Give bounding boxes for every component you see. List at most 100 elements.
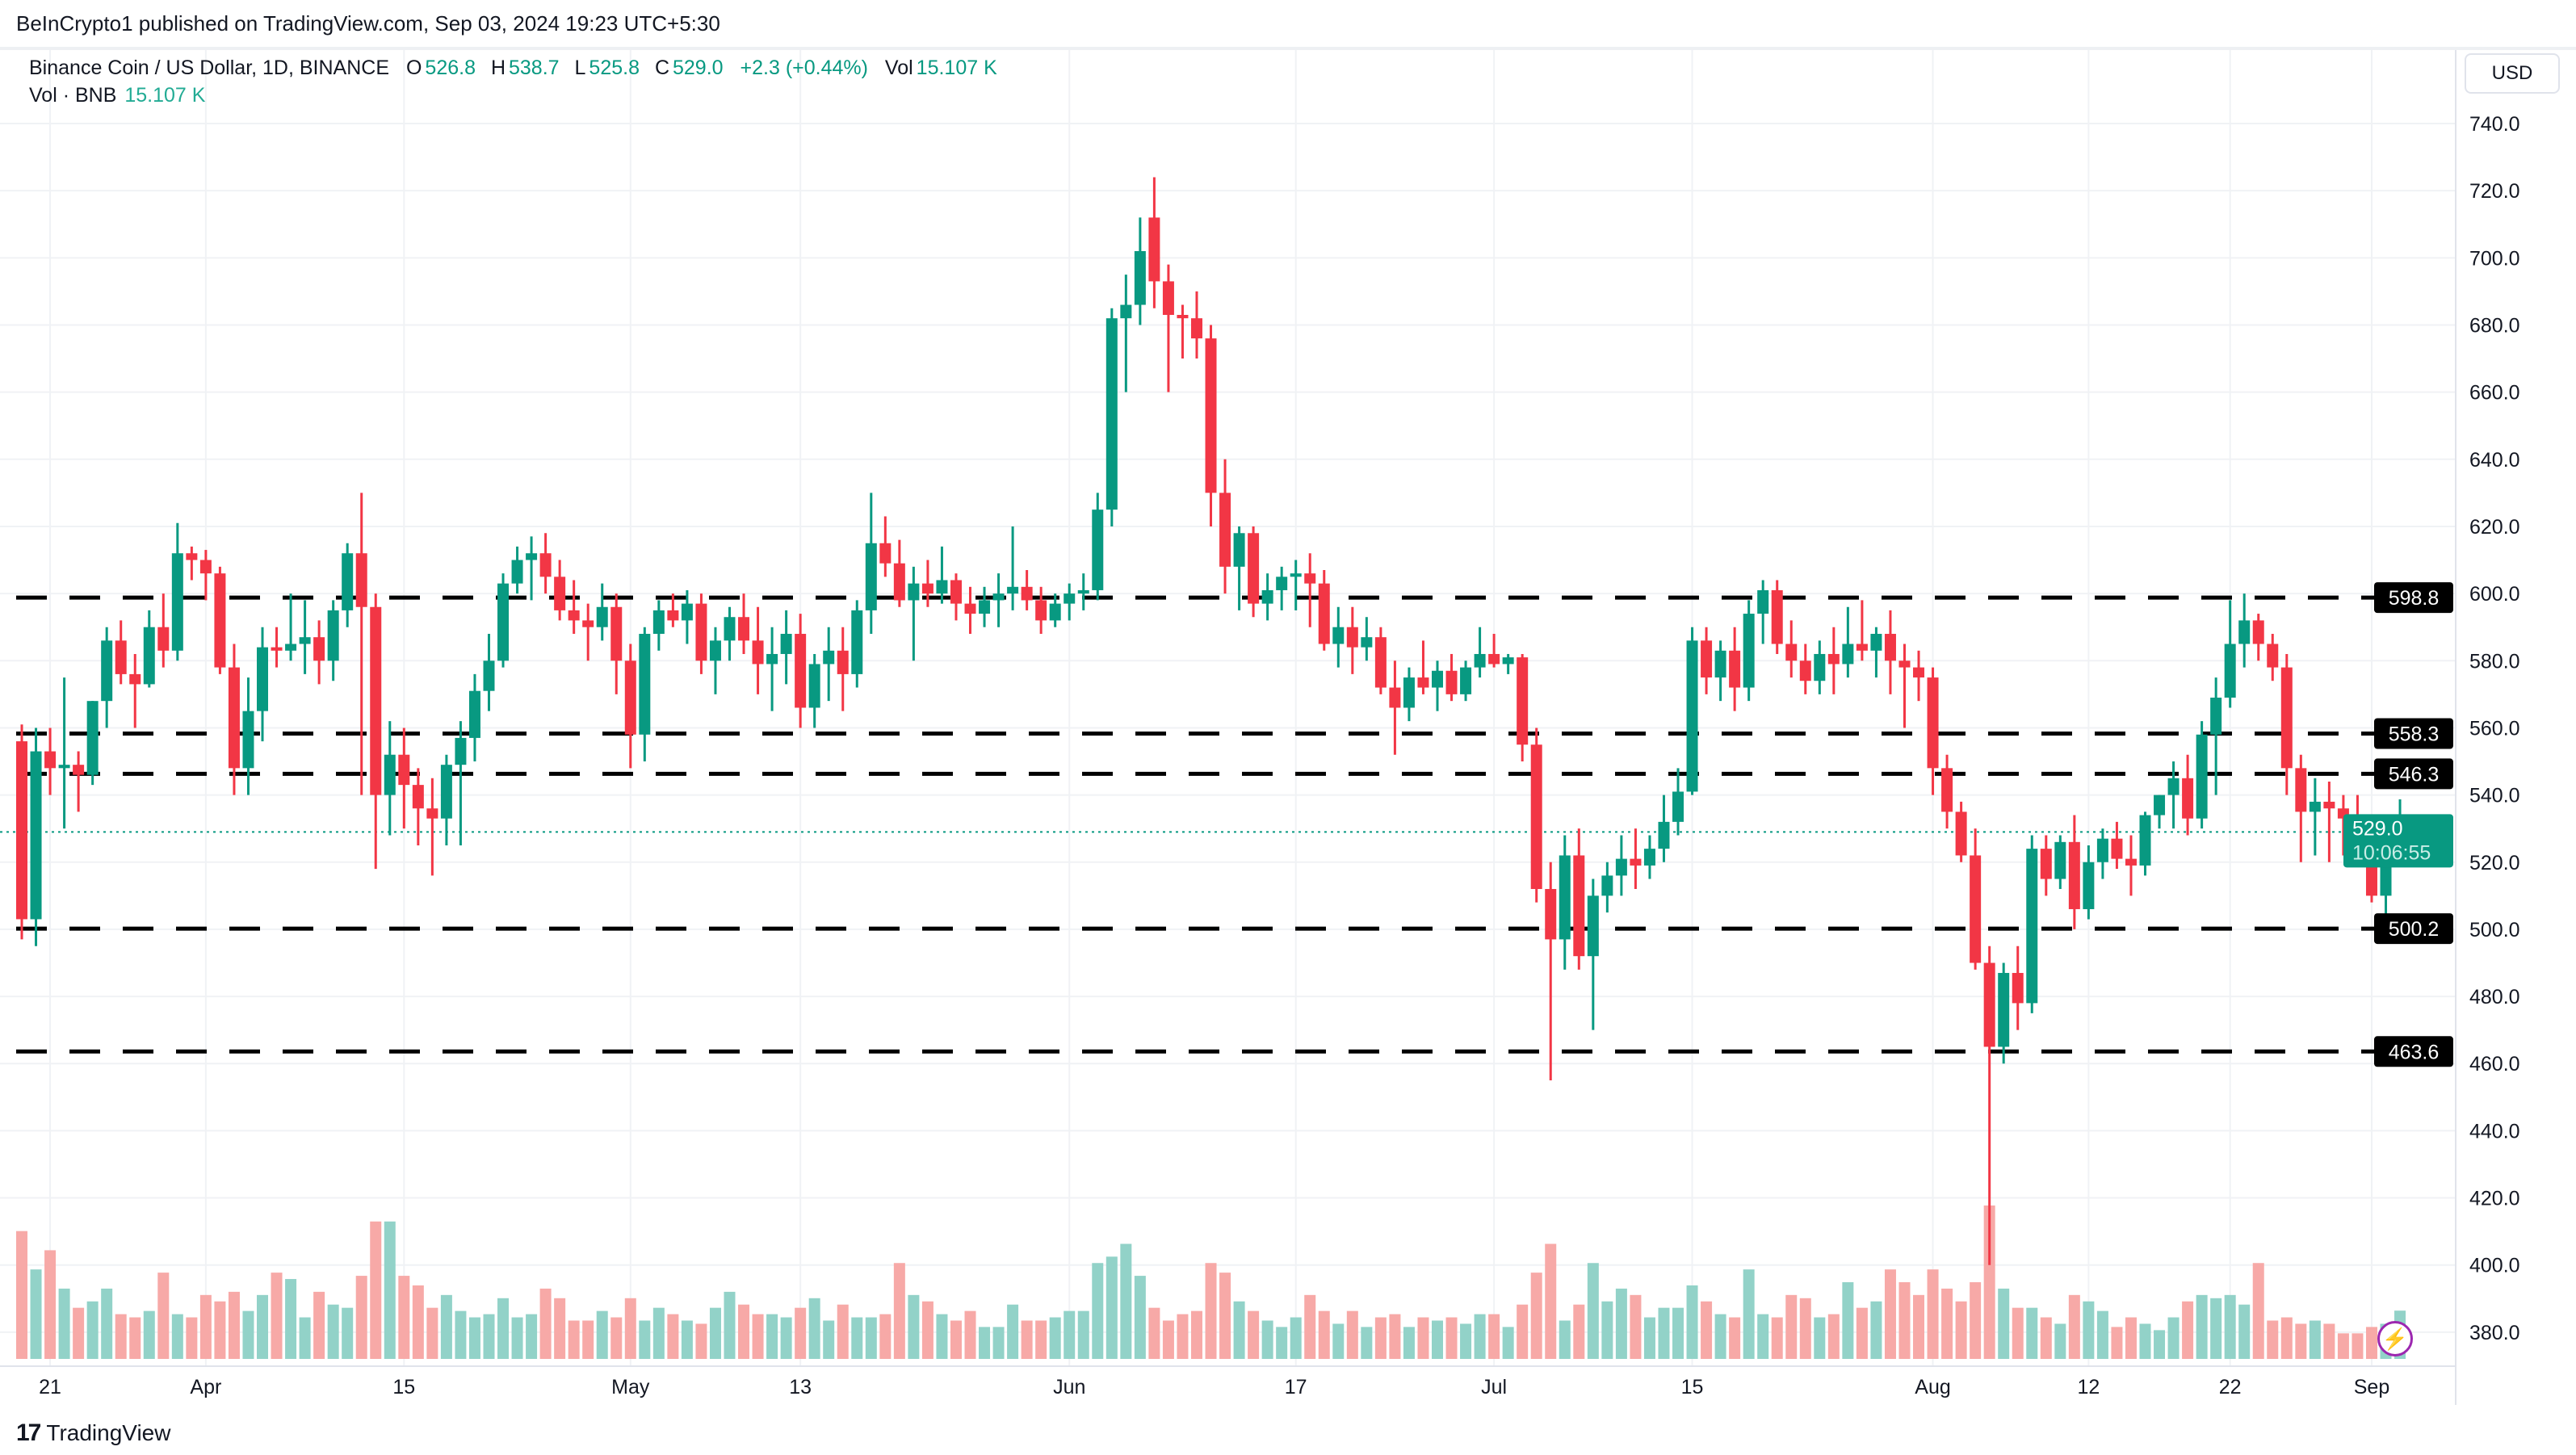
candle-body xyxy=(2182,778,2194,819)
time-tick-label: Apr xyxy=(190,1376,221,1398)
candle-body xyxy=(2068,841,2080,909)
candle-body xyxy=(2238,620,2251,644)
candle xyxy=(1686,627,1698,795)
candle xyxy=(73,751,85,812)
candle xyxy=(992,573,1005,627)
candle-body xyxy=(342,553,354,610)
candle xyxy=(851,600,863,688)
lightning-bolt-icon[interactable]: ⚡ xyxy=(2377,1321,2413,1356)
candle xyxy=(1983,946,1995,1265)
volume-bar xyxy=(398,1276,410,1359)
tradingview-footer[interactable]: 17 TradingView xyxy=(16,1419,170,1447)
candle xyxy=(1701,627,1713,694)
candle xyxy=(639,627,651,762)
volume-bar xyxy=(1941,1288,1953,1359)
candle xyxy=(1290,560,1302,610)
volume-bar xyxy=(936,1314,948,1359)
candle-body xyxy=(299,637,311,644)
candle xyxy=(228,644,240,795)
candle-body xyxy=(1927,677,1939,769)
candle-body xyxy=(199,560,212,574)
candle-body xyxy=(327,610,339,661)
candle-body xyxy=(171,553,183,651)
candle-body xyxy=(1729,650,1741,688)
level-price-label: 500.2 xyxy=(2389,918,2440,941)
candle-body xyxy=(1814,653,1826,681)
price-tick-label: 500.0 xyxy=(2469,919,2520,941)
candle xyxy=(879,516,892,577)
candle-body xyxy=(398,754,410,786)
volume-bar xyxy=(1361,1327,1373,1359)
price-tick-label: 580.0 xyxy=(2469,650,2520,673)
volume-bar xyxy=(681,1320,693,1359)
candle xyxy=(1488,634,1500,668)
volume-bar xyxy=(1205,1263,1217,1359)
volume-bar xyxy=(780,1317,792,1359)
volume-bar xyxy=(1502,1327,1514,1359)
candle xyxy=(1261,573,1273,621)
candle xyxy=(1374,627,1387,694)
candle-body xyxy=(1148,217,1160,282)
price-tick-label: 600.0 xyxy=(2469,583,2520,606)
currency-button[interactable]: USD xyxy=(2465,53,2560,94)
published-caption: BeInCrypto1 published on TradingView.com… xyxy=(16,11,720,36)
candle xyxy=(1743,600,1755,702)
price-tick-label: 740.0 xyxy=(2469,113,2520,136)
candle xyxy=(440,754,452,845)
candle-body xyxy=(101,640,113,702)
volume-bar xyxy=(724,1291,736,1359)
candle xyxy=(554,560,566,621)
candle-body xyxy=(1587,895,1599,957)
candle xyxy=(1502,653,1514,674)
candle xyxy=(129,653,141,728)
candle-body xyxy=(2224,644,2236,698)
candle-body xyxy=(1870,634,1882,651)
candle-body xyxy=(2252,620,2264,644)
candle-body xyxy=(1573,855,1585,957)
high-value: 538.7 xyxy=(509,57,560,79)
volume-bar xyxy=(157,1273,170,1359)
candle xyxy=(1460,660,1472,702)
volume-bar xyxy=(2337,1333,2349,1359)
candle-body xyxy=(426,808,438,819)
volume-bar xyxy=(497,1298,510,1359)
candle xyxy=(2210,677,2222,795)
candle xyxy=(1559,835,1571,970)
candle-body xyxy=(16,741,27,920)
candle-body xyxy=(157,627,170,651)
volume-bar xyxy=(313,1291,325,1359)
volume-bar xyxy=(1927,1269,1939,1359)
volume-bar xyxy=(1077,1310,1089,1359)
candle-body xyxy=(1162,281,1174,316)
candle xyxy=(681,589,693,644)
candle-body xyxy=(1672,791,1684,822)
candle-body xyxy=(271,647,283,651)
candle-body xyxy=(257,647,269,711)
volume-bar xyxy=(624,1298,636,1359)
price-axis[interactable]: 740.0 720.0 700.0 680.0 660.0 640.0 620.0 600.0… xyxy=(2469,113,2520,1344)
candle xyxy=(1941,754,1953,829)
time-tick-label: Jun xyxy=(1053,1376,1085,1398)
candle xyxy=(1573,828,1585,970)
candle-body xyxy=(2295,768,2307,812)
candle xyxy=(837,627,849,711)
volume-bar xyxy=(1460,1323,1472,1359)
volume-bar xyxy=(1261,1320,1273,1359)
candle-body xyxy=(186,553,198,560)
price-tick-label: 720.0 xyxy=(2469,180,2520,203)
volume-bar xyxy=(582,1320,594,1359)
volume-bar xyxy=(242,1310,254,1359)
volume-bar xyxy=(709,1307,721,1359)
candle xyxy=(752,606,764,694)
candle-body xyxy=(1092,509,1104,590)
volume-bar xyxy=(1913,1294,1925,1359)
candle-body xyxy=(936,580,948,594)
candle xyxy=(214,566,226,674)
time-axis[interactable]: 21 Apr 15 May 13 Jun 17 Jul 15 Aug 12 22 Sep xyxy=(39,1376,2389,1398)
candle xyxy=(766,627,778,711)
volume-value: 15.107 K xyxy=(916,57,997,79)
candle-body xyxy=(483,660,495,691)
volume-bar xyxy=(1842,1282,1854,1359)
volume-bar xyxy=(2196,1294,2208,1359)
